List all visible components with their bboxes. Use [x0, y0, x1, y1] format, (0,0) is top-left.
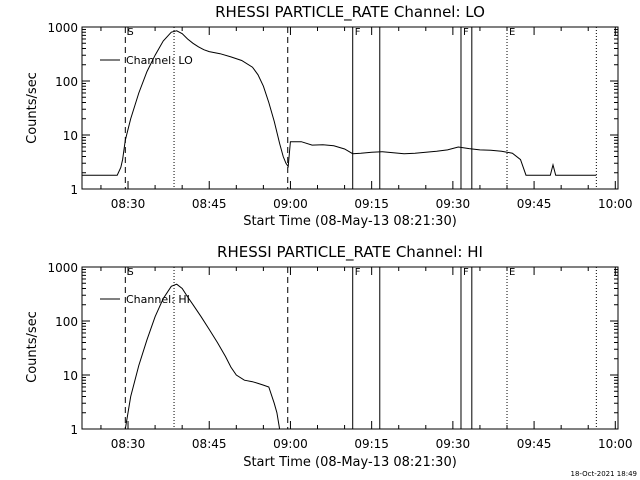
chart-title: RHESSI PARTICLE_RATE Channel: HI: [217, 243, 483, 262]
chart-panel-hi: RHESSI PARTICLE_RATE Channel: HI Counts/…: [25, 243, 633, 470]
x-tick-label: 08:45: [192, 437, 227, 451]
series-line: [82, 30, 597, 176]
marker-label: S: [127, 267, 133, 278]
y-tick-label: 1: [70, 423, 78, 437]
marker-label: E: [509, 27, 515, 38]
x-tick-label: 10:00: [598, 197, 633, 211]
x-tick-label: 08:45: [192, 197, 227, 211]
x-tick-label: 09:00: [273, 437, 308, 451]
y-axis-label: Counts/sec: [25, 311, 40, 383]
x-tick-label: 09:30: [436, 197, 471, 211]
x-tick-label: 09:45: [517, 197, 552, 211]
x-tick-label: 09:00: [273, 197, 308, 211]
marker-label: F: [355, 267, 361, 278]
series-line: [124, 283, 281, 430]
legend-label: Channel: HI: [126, 293, 190, 306]
x-tick-label: 09:45: [517, 437, 552, 451]
x-axis-label: Start Time (08-May-13 08:21:30): [243, 455, 457, 470]
marker-label: S: [127, 27, 133, 38]
chart-panel-lo: RHESSI PARTICLE_RATE Channel: LO Counts/…: [25, 3, 633, 229]
x-tick-label: 09:30: [436, 437, 471, 451]
x-axis-label: Start Time (08-May-13 08:21:30): [243, 214, 457, 229]
x-tick-label: 09:15: [354, 197, 389, 211]
y-tick-label: 1000: [47, 261, 78, 275]
x-tick-label: 08:30: [111, 437, 146, 451]
marker-label: F: [463, 267, 469, 278]
y-tick-label: 10: [63, 369, 78, 383]
marker-label: F: [355, 27, 361, 38]
x-tick-label: 08:30: [111, 197, 146, 211]
x-tick-label: 10:00: [598, 437, 633, 451]
footer-timestamp: 18-Oct-2021 18:49: [571, 470, 637, 478]
y-tick-label: 1000: [47, 21, 78, 35]
y-tick-label: 10: [63, 129, 78, 143]
marker-label: F: [463, 27, 469, 38]
y-tick-label: 100: [55, 75, 78, 89]
y-tick-label: 100: [55, 315, 78, 329]
y-axis-label: Counts/sec: [25, 72, 40, 144]
plot-frame: [81, 266, 619, 430]
marker-label: E: [509, 267, 515, 278]
x-tick-label: 09:15: [354, 437, 389, 451]
legend-label: Channel: LO: [126, 54, 193, 67]
chart-title: RHESSI PARTICLE_RATE Channel: LO: [215, 3, 485, 22]
y-tick-label: 1: [70, 183, 78, 197]
plot-frame: [81, 26, 619, 190]
